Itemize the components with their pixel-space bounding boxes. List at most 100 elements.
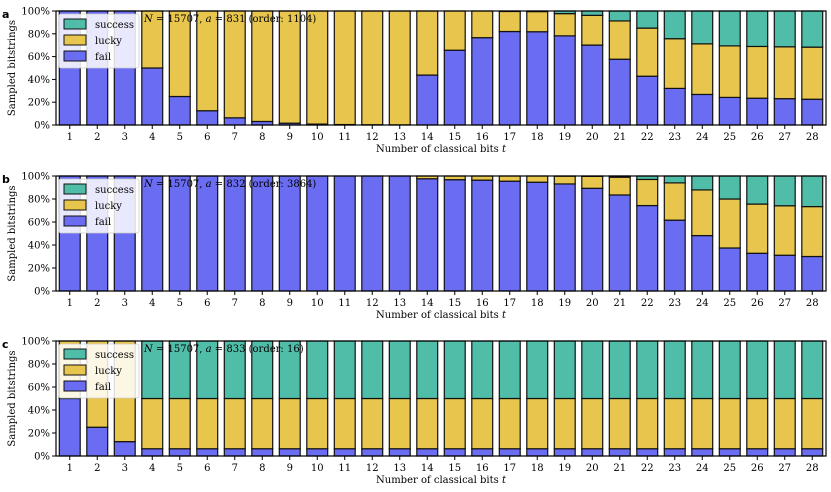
- x-tick-label: 11: [338, 132, 351, 143]
- bar-success: [636, 10, 659, 29]
- y-tick-label: 100%: [21, 337, 50, 348]
- panel-label: c: [2, 338, 9, 351]
- bar-success: [581, 10, 604, 16]
- bar-lucky: [553, 175, 576, 185]
- legend-swatch-fail: [63, 380, 87, 392]
- bar-fail: [773, 254, 796, 292]
- bar-success: [718, 175, 741, 200]
- x-tick-label: 11: [338, 298, 351, 309]
- bar-fail: [526, 31, 549, 126]
- bar-fail: [141, 67, 164, 126]
- bar-lucky: [801, 397, 824, 450]
- axes-frame: [55, 340, 827, 457]
- bar-fail: [443, 179, 466, 292]
- x-tick-label: 21: [613, 463, 626, 474]
- bar-fail: [498, 30, 521, 126]
- bar-success: [471, 340, 494, 400]
- bar-lucky: [416, 10, 439, 76]
- bar-fail: [746, 448, 769, 457]
- bar-lucky: [306, 397, 329, 450]
- y-tick-label: 20%: [28, 98, 50, 109]
- x-tick-label: 3: [122, 132, 128, 143]
- bar-fail: [471, 179, 494, 292]
- bar-lucky: [388, 397, 411, 450]
- legend-swatch-fail: [63, 50, 87, 62]
- bar-lucky: [663, 397, 686, 450]
- x-tick-label: 13: [393, 463, 406, 474]
- bar-lucky: [333, 10, 356, 126]
- x-tick-label: 15: [448, 463, 461, 474]
- bar-fail: [86, 426, 109, 457]
- x-tick-label: 27: [778, 463, 791, 474]
- x-tick-label: 7: [232, 132, 238, 143]
- legend-label-success: success: [95, 20, 134, 31]
- x-tick-label: 17: [503, 463, 516, 474]
- x-tick-label: 5: [177, 298, 183, 309]
- y-tick-label: 80%: [28, 195, 50, 206]
- x-tick-label: 2: [94, 132, 100, 143]
- bar-fail: [196, 175, 219, 292]
- bar-success: [608, 10, 631, 22]
- x-tick-label: 27: [778, 298, 791, 309]
- bar-success: [801, 175, 824, 208]
- bar-success: [746, 340, 769, 400]
- x-tick-label: 17: [503, 132, 516, 143]
- bar-success: [663, 10, 686, 40]
- x-tick-label: 23: [668, 132, 681, 143]
- x-tick-label: 23: [668, 298, 681, 309]
- x-tick-label: 3: [122, 298, 128, 309]
- legend-swatch-success: [63, 18, 87, 30]
- bar-fail: [443, 448, 466, 457]
- x-tick-label: 28: [806, 298, 819, 309]
- bar-fail: [553, 448, 576, 457]
- legend-swatch-lucky: [63, 364, 87, 376]
- x-tick-label: 5: [177, 132, 183, 143]
- bar-success: [443, 340, 466, 400]
- x-tick-label: 18: [531, 132, 544, 143]
- bar-fail: [581, 187, 604, 292]
- x-tick-label: 1: [67, 298, 73, 309]
- legend: success lucky fail: [58, 343, 140, 399]
- x-tick-label: 22: [641, 298, 654, 309]
- x-tick-label: 28: [806, 132, 819, 143]
- bar-lucky: [471, 10, 494, 39]
- bar-fail: [581, 44, 604, 126]
- legend-swatch-lucky: [63, 34, 87, 46]
- x-tick-label: 24: [696, 298, 709, 309]
- bar-fail: [801, 98, 824, 126]
- x-tick-label: 25: [723, 298, 736, 309]
- legend-swatch-lucky: [63, 199, 87, 211]
- bar-fail: [443, 49, 466, 126]
- bar-fail: [581, 448, 604, 457]
- bar-fail: [333, 448, 356, 457]
- bar-fail: [168, 448, 191, 457]
- x-tick-label: 26: [751, 463, 764, 474]
- bar-success: [746, 10, 769, 48]
- bar-lucky: [746, 397, 769, 450]
- x-tick-label: 2: [94, 463, 100, 474]
- bar-fail: [113, 441, 136, 457]
- x-tick-label: 16: [476, 463, 489, 474]
- bar-fail: [498, 448, 521, 457]
- bar-success: [773, 340, 796, 400]
- y-tick-label: 20%: [28, 429, 50, 440]
- bar-lucky: [608, 20, 631, 60]
- x-tick-label: 23: [668, 463, 681, 474]
- x-tick-label: 21: [613, 298, 626, 309]
- bar-lucky: [718, 45, 741, 99]
- bar-lucky: [251, 10, 274, 123]
- bar-fail: [333, 175, 356, 292]
- bar-success: [746, 175, 769, 205]
- bar-success: [718, 340, 741, 400]
- bar-lucky: [718, 198, 741, 249]
- panel-label: b: [2, 173, 10, 186]
- x-tick-label: 15: [448, 298, 461, 309]
- legend: success lucky fail: [58, 13, 140, 69]
- bar-lucky: [443, 10, 466, 51]
- x-tick-label: 5: [177, 463, 183, 474]
- bar-lucky: [526, 175, 549, 183]
- x-tick-label: 10: [311, 132, 324, 143]
- panel-annotation: N = 15707, a = 831 (order: 1104): [143, 14, 316, 25]
- x-tick-label: 12: [366, 463, 379, 474]
